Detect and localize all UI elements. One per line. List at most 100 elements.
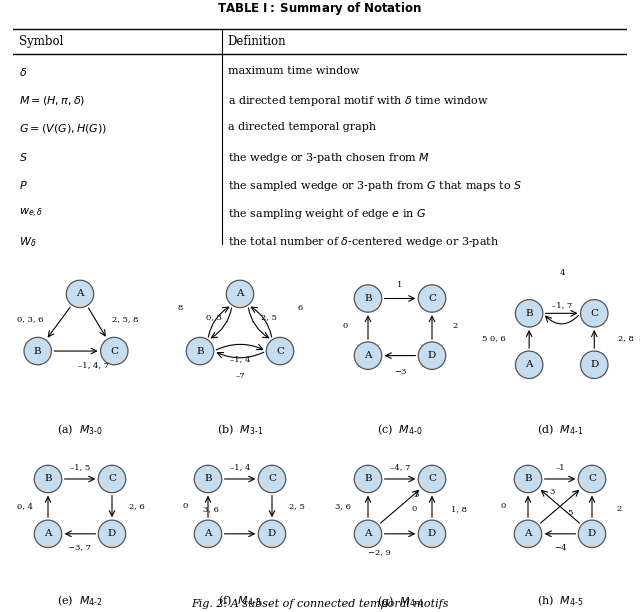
Text: (h)  $M_{4\text{-}5}$: (h) $M_{4\text{-}5}$ xyxy=(537,594,583,608)
Circle shape xyxy=(35,520,61,548)
Text: 5 0, 6: 5 0, 6 xyxy=(482,335,506,343)
Text: 2: 2 xyxy=(617,505,622,513)
Text: D: D xyxy=(590,360,598,369)
Text: the sampling weight of edge $e$ in $G$: the sampling weight of edge $e$ in $G$ xyxy=(228,207,426,221)
Text: D: D xyxy=(108,529,116,539)
Text: B: B xyxy=(364,474,372,483)
Text: –1, 4, 7: –1, 4, 7 xyxy=(77,360,109,369)
Text: D: D xyxy=(588,529,596,539)
Text: 3, 6: 3, 6 xyxy=(335,502,351,510)
Text: the wedge or 3-path chosen from $M$: the wedge or 3-path chosen from $M$ xyxy=(228,151,430,165)
Circle shape xyxy=(515,351,543,378)
Text: the sampled wedge or 3-path from $G$ that maps to $S$: the sampled wedge or 3-path from $G$ tha… xyxy=(228,179,522,193)
Text: 5: 5 xyxy=(413,491,419,499)
Circle shape xyxy=(580,300,608,327)
Text: B: B xyxy=(364,294,372,303)
Text: $\mathbf{TABLE\ I:\ Summary\ of\ Notation}$: $\mathbf{TABLE\ I:\ Summary\ of\ Notatio… xyxy=(218,0,422,17)
Text: a directed temporal graph: a directed temporal graph xyxy=(228,122,376,132)
Text: −3: −3 xyxy=(394,368,406,376)
Text: –1, 5: –1, 5 xyxy=(70,463,90,472)
Circle shape xyxy=(579,520,605,548)
Circle shape xyxy=(24,337,51,365)
Text: −2, 9: −2, 9 xyxy=(368,548,391,556)
Text: maximum time window: maximum time window xyxy=(228,66,359,76)
Text: Symbol: Symbol xyxy=(19,35,63,48)
Text: 1, 8: 1, 8 xyxy=(451,505,467,513)
Circle shape xyxy=(580,351,608,378)
Circle shape xyxy=(515,520,541,548)
Text: 0: 0 xyxy=(182,502,188,510)
Circle shape xyxy=(186,337,214,365)
Text: C: C xyxy=(268,474,276,483)
Text: C: C xyxy=(590,309,598,318)
Circle shape xyxy=(355,465,381,493)
Circle shape xyxy=(259,520,285,548)
Text: $S$: $S$ xyxy=(19,151,28,163)
Circle shape xyxy=(195,465,221,493)
Circle shape xyxy=(100,337,128,365)
Text: A: A xyxy=(525,360,533,369)
Text: –7: –7 xyxy=(235,372,245,380)
Text: $\delta$: $\delta$ xyxy=(19,66,28,78)
Text: 3, 6: 3, 6 xyxy=(204,505,220,513)
Text: $M = (H, \pi, \delta)$: $M = (H, \pi, \delta)$ xyxy=(19,94,85,107)
Text: (a)  $M_{3\text{-}0}$: (a) $M_{3\text{-}0}$ xyxy=(57,422,103,437)
Text: D: D xyxy=(268,529,276,539)
Circle shape xyxy=(515,465,541,493)
Circle shape xyxy=(259,465,285,493)
Circle shape xyxy=(579,465,605,493)
Text: –1, 7: –1, 7 xyxy=(552,301,572,309)
Circle shape xyxy=(227,280,253,308)
Text: 0: 0 xyxy=(500,502,506,510)
Text: A: A xyxy=(524,529,532,539)
Text: B: B xyxy=(44,474,52,483)
Text: A: A xyxy=(236,289,244,299)
Circle shape xyxy=(195,520,221,548)
Text: C: C xyxy=(110,346,118,356)
Text: A: A xyxy=(364,351,372,360)
Circle shape xyxy=(99,465,125,493)
Text: A: A xyxy=(44,529,52,539)
Text: 3: 3 xyxy=(549,488,555,496)
Text: A: A xyxy=(364,529,372,539)
Circle shape xyxy=(35,465,61,493)
Text: –4, 7: –4, 7 xyxy=(390,463,410,472)
Text: 2, 5: 2, 5 xyxy=(260,313,276,321)
Text: (f)  $M_{4\text{-}3}$: (f) $M_{4\text{-}3}$ xyxy=(218,594,262,608)
Text: (g)  $M_{4\text{-}4}$: (g) $M_{4\text{-}4}$ xyxy=(376,594,424,609)
Text: (d)  $M_{4\text{-}1}$: (d) $M_{4\text{-}1}$ xyxy=(537,422,583,437)
Circle shape xyxy=(67,280,93,308)
Text: 2, 5: 2, 5 xyxy=(289,502,305,510)
Text: C: C xyxy=(428,294,436,303)
Text: C: C xyxy=(428,474,436,483)
Text: 2, 5, 8: 2, 5, 8 xyxy=(112,315,138,323)
Text: 5: 5 xyxy=(568,509,573,517)
Circle shape xyxy=(99,520,125,548)
Text: A: A xyxy=(204,529,212,539)
Text: $G = (V(G), H(G))$: $G = (V(G), H(G))$ xyxy=(19,122,108,135)
Text: C: C xyxy=(108,474,116,483)
Text: 2: 2 xyxy=(452,322,458,330)
Text: 4: 4 xyxy=(559,269,565,277)
Circle shape xyxy=(355,520,381,548)
Circle shape xyxy=(419,465,445,493)
Circle shape xyxy=(419,342,445,369)
Text: 2, 6: 2, 6 xyxy=(129,502,145,510)
Text: 0, 4: 0, 4 xyxy=(17,502,33,510)
Text: A: A xyxy=(76,289,84,299)
Text: C: C xyxy=(276,346,284,356)
Text: 6: 6 xyxy=(297,304,302,312)
Text: B: B xyxy=(34,346,42,356)
Text: 1: 1 xyxy=(397,281,403,289)
Circle shape xyxy=(266,337,294,365)
Text: 0, 3: 0, 3 xyxy=(205,313,221,321)
Text: –1, 4: –1, 4 xyxy=(230,463,250,472)
Text: 0: 0 xyxy=(411,505,417,513)
Text: B: B xyxy=(524,474,532,483)
Circle shape xyxy=(419,285,445,312)
Text: 0: 0 xyxy=(342,322,348,330)
Text: −3, 7: −3, 7 xyxy=(68,543,92,551)
Text: D: D xyxy=(428,529,436,539)
Text: $P$: $P$ xyxy=(19,179,28,191)
Circle shape xyxy=(515,300,543,327)
